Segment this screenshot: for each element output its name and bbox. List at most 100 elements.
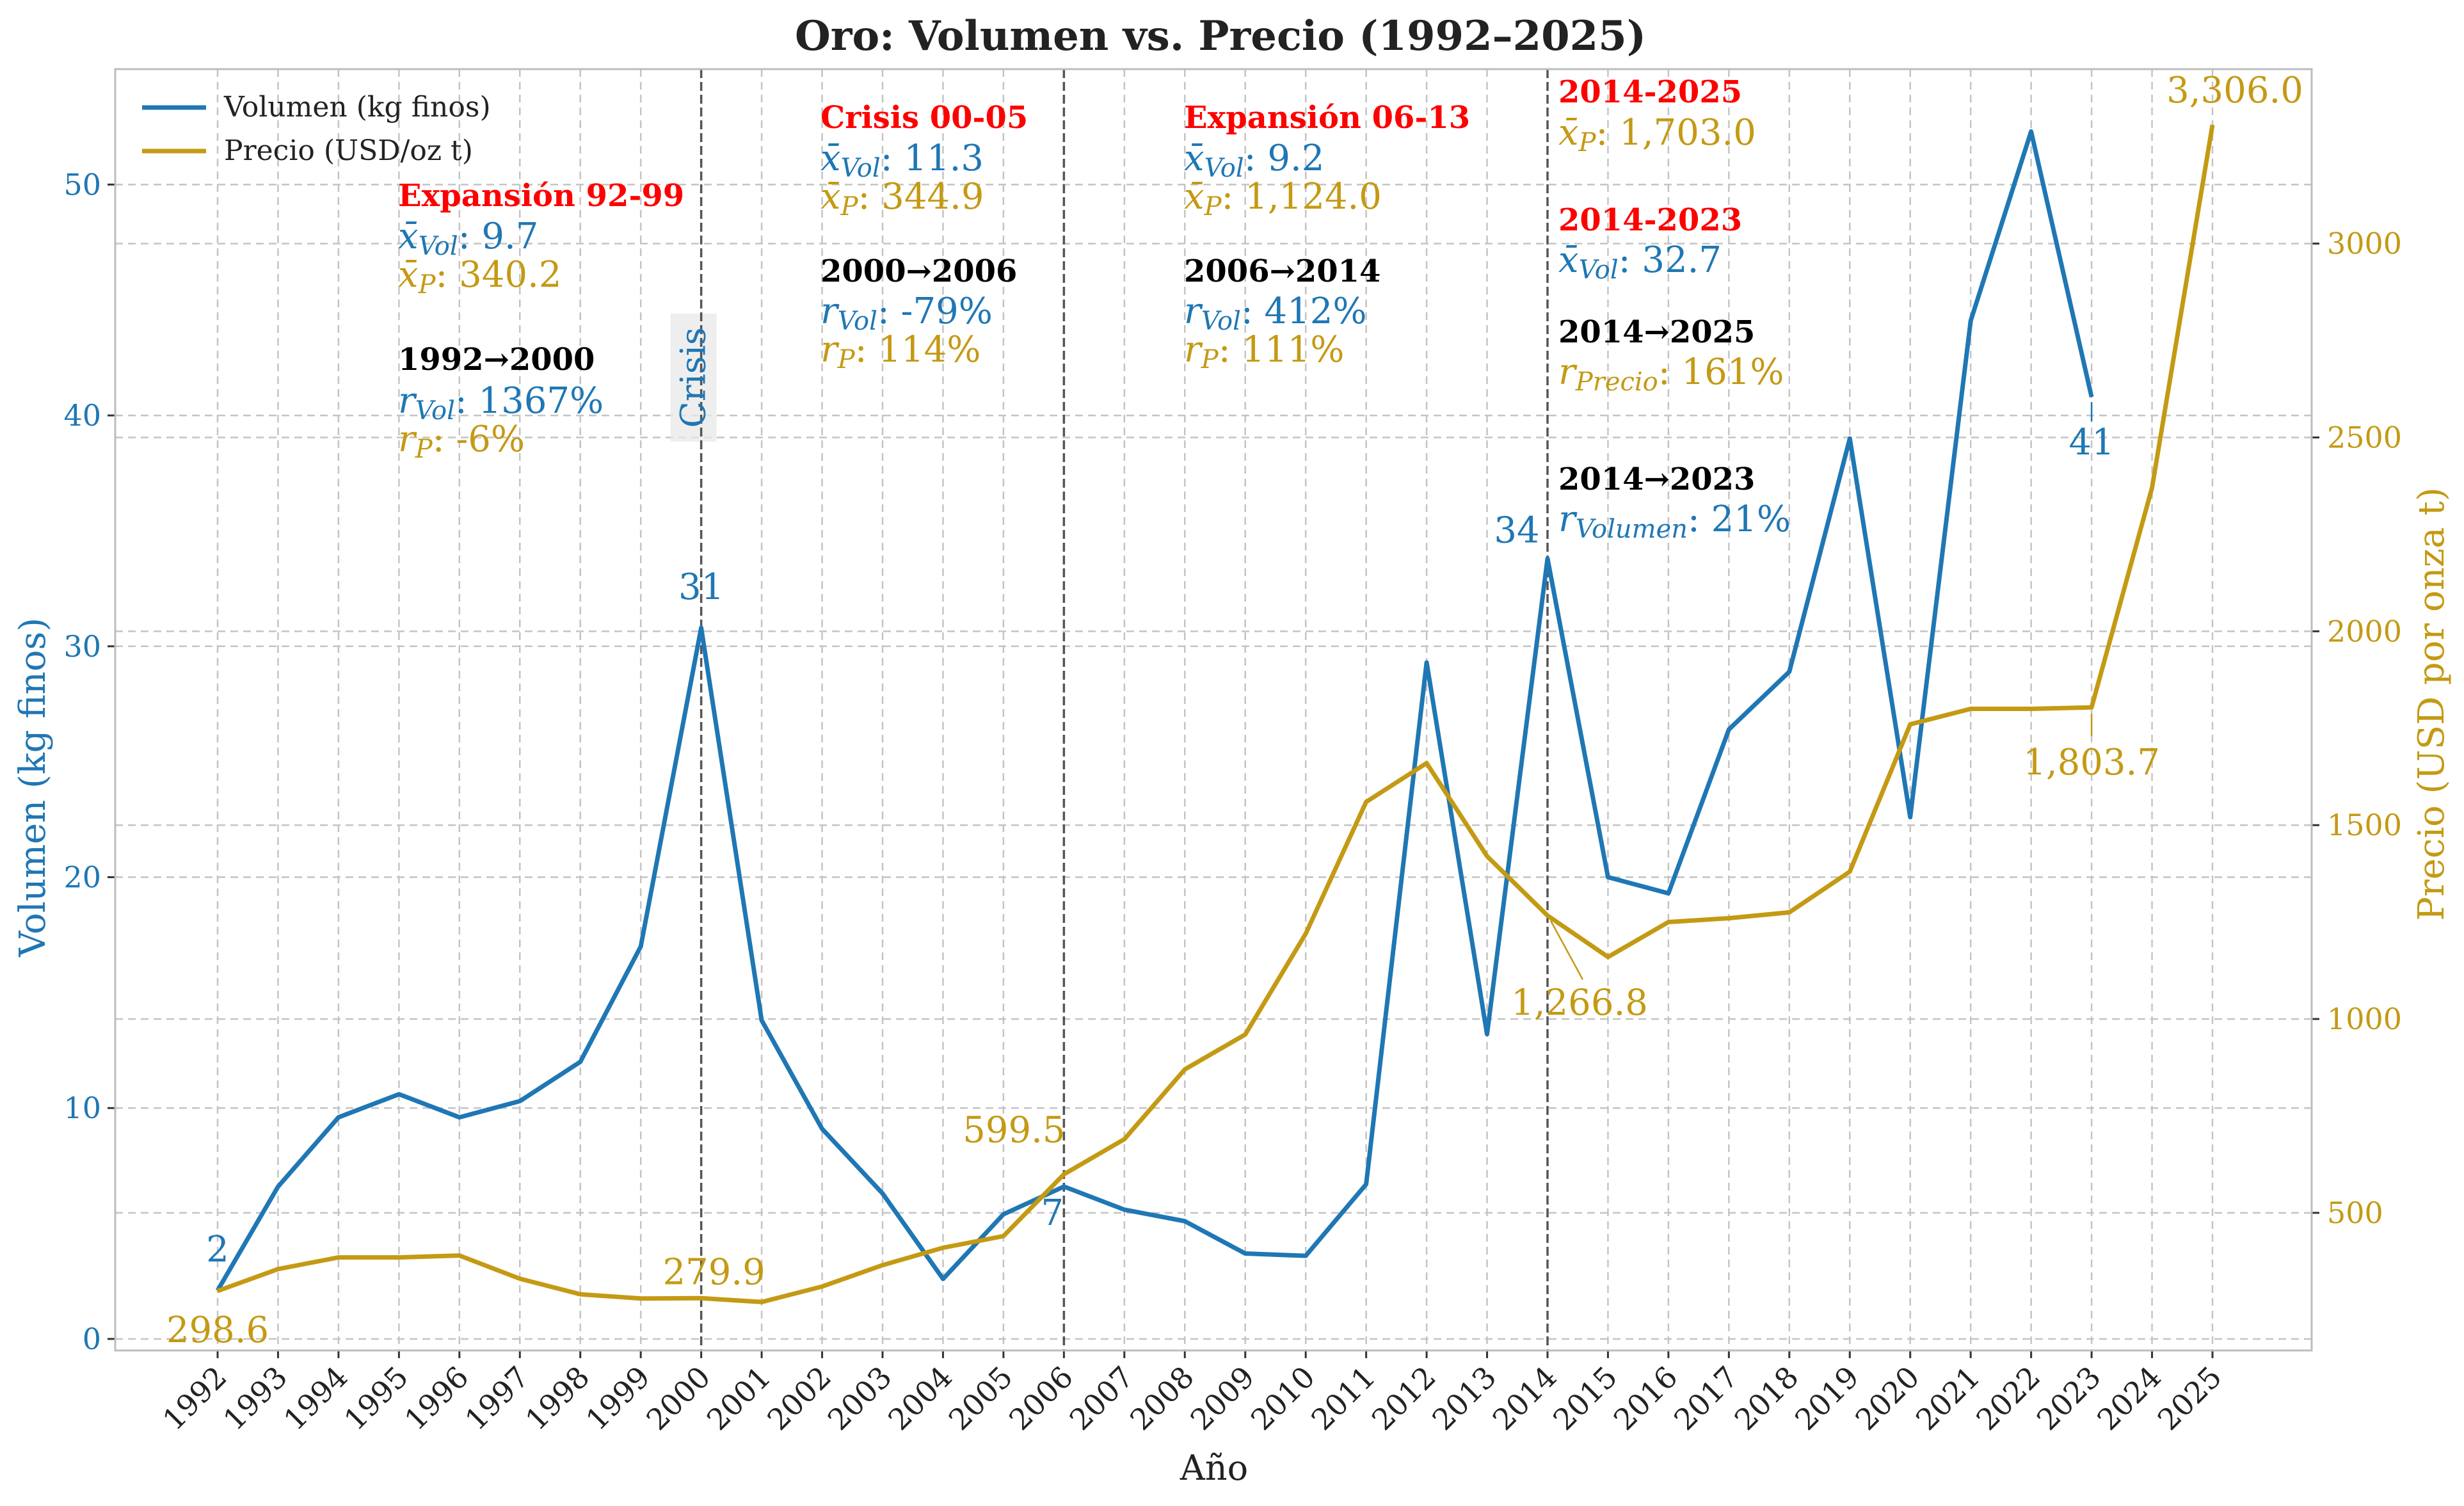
volume-point [882,1192,883,1194]
volume-point [1184,1220,1186,1222]
volume-point [761,1020,763,1021]
price-point [1002,1235,1004,1237]
period-separators [700,69,1549,1350]
crisis-label: Crisis [673,327,714,428]
price-point [337,1256,339,1258]
volume-point [277,1185,279,1187]
price-point [882,1264,883,1266]
y2-tick-label: 1500 [2327,808,2402,842]
volume-point [1849,438,1851,440]
price-point [1547,915,1548,917]
y2-tick-label: 3000 [2327,227,2402,261]
plot-frame [114,68,2313,1352]
price-point-label: 599.5 [963,1110,1065,1151]
volume-point [458,1116,460,1118]
series [215,124,2215,1304]
annotation-stat: rPrecio: 161% [1558,351,1784,397]
annotation-header: 1992→2000 [398,342,595,378]
y-axis-label: Volumen (kg finos) [12,618,54,957]
annotation-stat: rP: 114% [820,329,980,374]
volume-point [1547,557,1548,559]
price-point [2030,708,2032,710]
volume-point [640,945,642,947]
y-tick-label: 50 [63,167,101,202]
volume-point [1970,320,1972,322]
volume-point [519,1100,521,1102]
price-point [1486,855,1488,857]
volume-point [1788,671,1790,673]
annotation-header: 2014→2023 [1558,461,1755,497]
volume-point-label: 2 [206,1229,229,1270]
legend-label-volume: Volumen (kg finos) [223,91,491,124]
volume-point [1244,1253,1246,1254]
price-point [1305,933,1307,934]
annotation-stat: x̄Vol: 11.3 [820,138,984,183]
annotation-stat: rVol: 1367% [398,380,604,426]
volume-point [2091,396,2093,398]
y2-tick-label: 500 [2327,1196,2383,1230]
annotation-stat: rP: 111% [1184,329,1344,374]
annotation-stat: x̄P: 344.9 [820,176,984,221]
volume-point [942,1278,944,1280]
volume-point [579,1061,581,1063]
volume-point-label: 31 [678,566,724,608]
volume-line [215,129,2094,1292]
volume-point [1909,816,1911,818]
volume-point [1607,876,1609,878]
price-point [398,1256,400,1258]
price-line [216,124,2215,1304]
volume-point [1486,1033,1488,1035]
volume-point [1063,1185,1065,1187]
price-point [1123,1138,1125,1140]
price-point [519,1278,521,1279]
volume-point [700,627,702,629]
price-point-label: 3,306.0 [2166,70,2303,111]
price-point [761,1301,763,1303]
price-point [1063,1173,1065,1175]
price-point-label: 1,803.7 [2023,742,2160,783]
x-axis-label: Año [1180,1448,1248,1488]
price-point [1667,921,1669,923]
annotation-stat: x̄Vol: 9.2 [1184,138,1324,183]
annotation-header: Crisis 00-05 [820,100,1028,136]
annotation-header: 2006→2014 [1184,253,1380,289]
y-tick-label: 10 [63,1091,101,1125]
volume-point-label: 7 [1041,1192,1064,1234]
price-point [821,1286,823,1288]
annotation-stat: x̄Vol: 32.7 [1558,239,1722,285]
price-point [1365,801,1367,803]
annotation-stat: x̄P: 1,703.0 [1558,112,1756,157]
price-point [1244,1034,1246,1036]
annotation-stat: x̄P: 1,124.0 [1184,176,1382,221]
price-point [1184,1068,1186,1070]
price-point [277,1268,279,1270]
annotation-header: 2000→2006 [820,253,1017,289]
price-point [1849,870,1851,872]
price-point [2212,124,2213,126]
volume-point [398,1093,400,1095]
volume-point [1305,1255,1307,1257]
volume-point [337,1116,339,1118]
price-point [2091,707,2093,709]
price-point [2151,487,2153,489]
price-point [1970,708,1972,710]
annotation-stat: x̄P: 340.2 [398,254,562,300]
annotation-header: 2014-2023 [1558,202,1742,238]
volume-point [1426,662,1428,664]
annotation-header: 2014-2025 [1558,74,1742,110]
volume-point [821,1128,823,1130]
y-tick-label: 20 [63,860,101,895]
y2-tick-label: 2000 [2327,614,2402,648]
volume-point-label: 41 [2068,422,2114,463]
point-labels: 2 31 7 34 41 298.6 279.9 599.5 1,266.8 1,803.7 3,3… [166,70,2303,1351]
volume-point-label: 34 [1494,510,1539,552]
price-point [640,1297,642,1299]
y2-tick-label: 1000 [2327,1002,2402,1036]
annotation-stat: rP: -6% [398,419,525,464]
y-tick-label: 40 [63,398,101,433]
price-point-label: 279.9 [662,1251,765,1293]
annotation-header: 2014→2025 [1558,314,1755,350]
price-point [1909,723,1911,725]
price-point [942,1247,944,1249]
